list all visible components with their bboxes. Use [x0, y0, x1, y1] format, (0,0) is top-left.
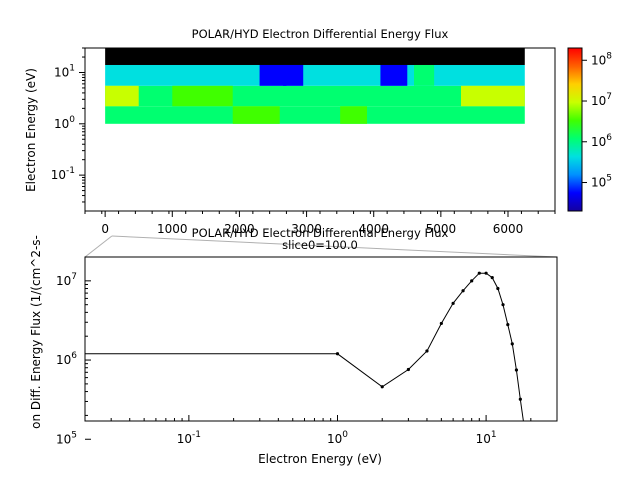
slice-data-point: [514, 368, 519, 372]
spectrogram-y-label: Electron Energy (eV): [24, 68, 38, 192]
connector-line-right: [111, 235, 558, 258]
colorbar: 105 106 107 108: [567, 47, 612, 212]
slice-x-tick-label: 101: [476, 430, 497, 446]
slice-title: POLAR/HYD Electron Differential Energy F…: [192, 226, 449, 240]
spectrogram-x-tick-label: 6000: [493, 222, 524, 236]
slice-data-point: [439, 321, 443, 326]
slice-y-axis: 106 107 105: [56, 272, 91, 446]
spectrogram-data: [105, 48, 525, 124]
slice-data-point: [406, 367, 410, 372]
slice-data-point: [532, 467, 535, 470]
colorbar-axis: 105 106 107 108: [582, 51, 612, 190]
connector-line-left: [84, 235, 113, 258]
slice-data-point: [335, 352, 340, 356]
slice-x-label: Electron Energy (eV): [258, 452, 382, 466]
slice-data-point: [510, 342, 514, 346]
spectrogram-band-11: [414, 64, 435, 86]
spectrogram-band-7: [232, 106, 280, 124]
colorbar-tick-label: 108: [591, 51, 612, 67]
spectrogram-band-4: [105, 85, 139, 107]
slice-data-point: [518, 397, 522, 401]
colorbar-tick-label: 105: [591, 174, 612, 190]
spectrogram-x-tick-label: 2000: [224, 222, 255, 236]
slice-y-tick-label: 107: [56, 272, 77, 288]
spectrogram-x-tick-label: 5000: [426, 222, 457, 236]
spectrogram-x-tick-label: 3000: [291, 222, 322, 236]
spectrogram-x-tick-label: 4000: [358, 222, 389, 236]
spectrogram-y-tick-label: 10-1: [51, 166, 75, 182]
slice-data-point: [425, 349, 429, 353]
slice-frame: [84, 256, 558, 422]
spectrogram-band-5: [172, 85, 233, 107]
slice-series-line: [85, 272, 524, 421]
spectrogram-y-tick-label: 101: [54, 63, 75, 79]
colorbar-fill: [568, 48, 582, 211]
spectrogram-x-axis: 0 1000 2000 3000 4000 5000 6000: [84, 211, 556, 236]
slice-data-point: [501, 303, 505, 307]
slice-y-tick-label: 106: [56, 351, 77, 367]
slice-data-point: [380, 385, 384, 389]
spectrogram-band-6: [461, 85, 525, 107]
spectrogram-x-tick-label: 1000: [157, 222, 188, 236]
slice-data-point: [537, 469, 540, 472]
slice-data-point: [529, 465, 532, 468]
colorbar-tick-label: 107: [591, 92, 612, 108]
spectrogram-y-tick-label: 100: [54, 115, 75, 131]
spectrogram-band-0: [105, 106, 525, 124]
slice-data-point: [461, 289, 465, 293]
slice-x-tick-label: 100: [327, 430, 348, 446]
slice-data-point: [470, 279, 474, 283]
spectrogram-band-3: [105, 48, 525, 65]
slice-y-label: on Diff. Energy Flux (1/(cm^2-s-: [29, 235, 43, 429]
slice-data-point: [535, 469, 538, 472]
spectrogram-y-axis: 10-1 100 101: [51, 47, 85, 203]
slice-data-point: [490, 275, 494, 280]
slice-connector: [84, 235, 558, 258]
slice-data-point: [506, 323, 510, 327]
spectrogram-panel: POLAR/HYD Electron Differential Energy F…: [24, 27, 556, 236]
colorbar-frame: [567, 47, 583, 212]
spectrogram-x-tick-label: 0: [101, 222, 109, 236]
slice-data-point: [451, 301, 455, 305]
colorbar-tick-label: 106: [591, 133, 612, 149]
spectrogram-band-12: [340, 106, 367, 124]
slice-x-axis: 10-1 100 101: [110, 415, 532, 446]
spectrogram-band-8: [259, 64, 287, 86]
slice-data-point: [522, 424, 525, 427]
slice-x-tick-label: 10-1: [177, 430, 201, 446]
slice-data-point: [477, 271, 481, 275]
slice-data-point: [526, 454, 529, 457]
slice-subtitle: slice0=100.0: [282, 238, 358, 252]
slice-data-point: [496, 286, 500, 291]
slice-series: [85, 271, 540, 472]
spectrogram-band-9: [283, 64, 304, 86]
spectrogram-band-2: [105, 64, 525, 86]
slice-y-tick-label: 105: [56, 430, 77, 446]
spectrogram-title: POLAR/HYD Electron Differential Energy F…: [192, 27, 449, 41]
spectrogram-band-10: [380, 64, 408, 86]
slice-panel: POLAR/HYD Electron Differential Energy F…: [29, 226, 558, 472]
slice-data-point: [484, 271, 488, 275]
